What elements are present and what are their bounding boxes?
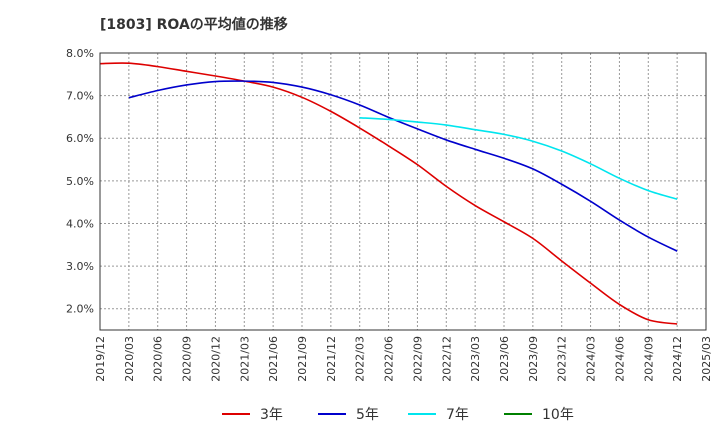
legend-item: 10年 [504,402,574,426]
y-tick-label: 5.0% [66,175,94,188]
y-tick-label: 8.0% [66,47,94,60]
legend-label: 3年 [260,407,283,423]
x-tick-label: 2020/12 [209,336,222,382]
legend-item: 3年 [222,402,283,426]
x-tick-label: 2020/09 [181,336,194,382]
legend-swatch [408,413,436,415]
y-tick-label: 4.0% [66,217,94,230]
x-tick-label: 2022/09 [411,336,424,382]
x-tick-label: 2024/06 [613,336,626,382]
y-tick-label: 2.0% [66,303,94,316]
y-tick-labels: 2.0% 3.0% 4.0% 5.0% 6.0% 7.0% 8.0% [66,47,94,316]
x-tick-label: 2024/03 [585,336,598,382]
grid [100,52,706,330]
x-tick-label: 2025/03 [700,336,713,382]
x-tick-label: 2023/06 [498,336,511,382]
plot-frame [99,52,707,331]
chart-title: [1803] ROAの平均値の推移 [100,17,288,33]
legend: 3年 5年 7年 10年 [0,402,720,426]
legend-swatch [504,413,532,415]
x-tick-label: 2020/03 [123,336,136,382]
series-lines [99,62,678,325]
x-tick-label: 2022/12 [440,336,453,382]
y-tick-label: 6.0% [66,132,94,145]
x-tick-label: 2021/03 [238,336,251,382]
x-tick-labels: 2019/12 2020/03 2020/06 2020/09 2020/12 2021/… [94,336,713,382]
x-tick-label: 2020/06 [152,336,165,382]
x-tick-label: 2023/03 [469,336,482,382]
legend-swatch [222,413,250,415]
x-tick-label: 2023/09 [527,336,540,382]
series-line-5年 [128,80,678,252]
series-line-3年 [99,62,678,325]
legend-item: 5年 [318,402,379,426]
y-tick-label: 7.0% [66,90,94,103]
x-tick-label: 2024/09 [642,336,655,382]
legend-label: 7年 [446,407,469,423]
x-tick-label: 2024/12 [671,336,684,382]
legend-swatch [318,413,346,415]
legend-label: 5年 [356,407,379,423]
x-tick-label: 2021/06 [267,336,280,382]
x-tick-label: 2022/06 [383,336,396,382]
x-tick-label: 2021/09 [296,336,309,382]
legend-item: 7年 [408,402,469,426]
x-tick-label: 2022/03 [354,336,367,382]
legend-label: 10年 [542,407,574,423]
x-tick-label: 2023/12 [556,336,569,382]
series-line-7年 [359,116,678,200]
x-tick-label: 2019/12 [94,336,107,382]
x-tick-label: 2021/12 [325,336,338,382]
y-tick-label: 3.0% [66,260,94,273]
